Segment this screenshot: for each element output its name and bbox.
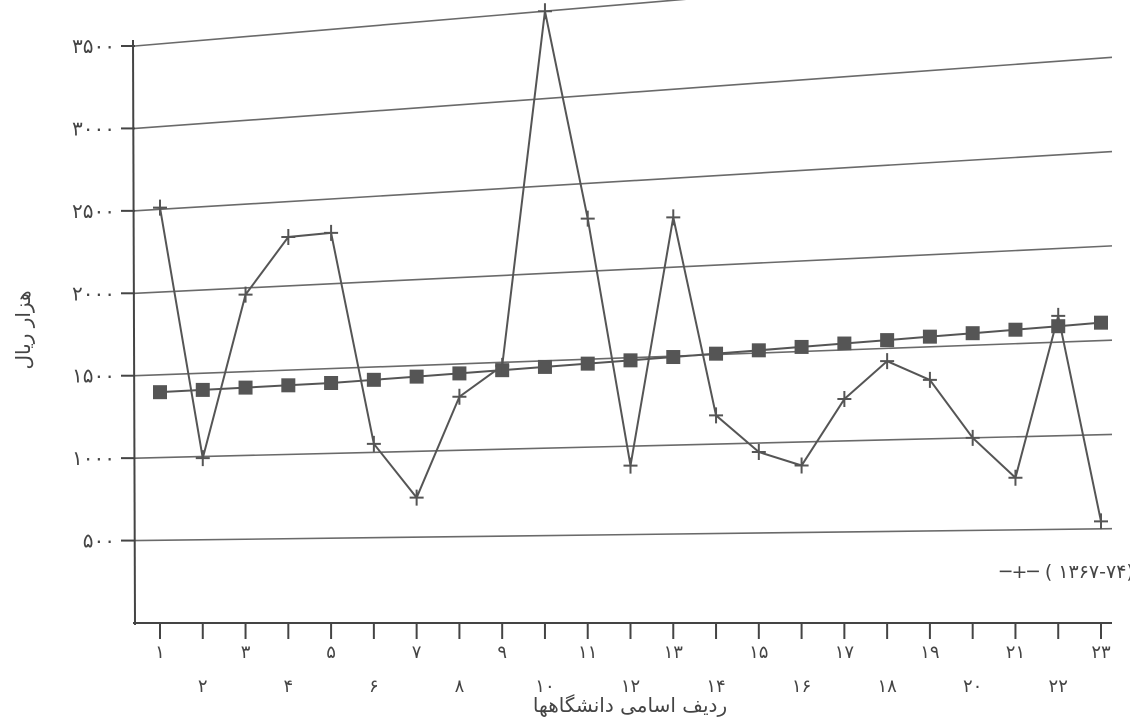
x-tick-label: ۱۰ [535,676,554,697]
x-axis-label: ردیف اسامی دانشگاهها [533,693,727,717]
plus-marker [495,357,510,374]
x-tick-label: ۲۰ [963,676,982,697]
grid-line [134,527,1113,542]
plus-marker [537,3,552,20]
square-marker [666,350,681,365]
plus-marker [1008,469,1023,486]
plus-marker [195,450,210,467]
square-marker [751,343,766,358]
plus-marker [1051,307,1066,324]
plus-marker [837,391,852,408]
square-marker [1094,315,1108,330]
plus-marker [366,435,381,452]
x-tick-label: ۴ [283,676,293,697]
x-tick-label: ۱۸ [877,676,897,697]
legend-box [335,548,1015,593]
x-tick-label: ۱۱ [578,642,597,663]
square-marker [709,346,724,361]
x-tick-label: ۱۹ [920,642,939,663]
series-line [159,10,1102,522]
plus-marker [794,457,809,474]
grid-lines [121,0,1113,542]
x-tick-label: ۱۶ [792,676,811,697]
plus-marker [922,371,937,388]
square-marker [580,356,595,371]
x-tick-label: ۳ [241,642,251,663]
square-marker [153,385,167,400]
square-marker [1008,322,1023,337]
x-tick-label: ۲ [198,676,208,697]
x-tick-label: ۱۵ [749,642,768,663]
plus-marker [751,444,766,461]
x-tick-label: ۸ [455,676,465,697]
y-tick-label: ۱۰۰۰ [72,446,115,470]
y-tick-label: ۵۰۰ [83,529,115,553]
x-tick-label: ۷ [412,642,422,663]
legend: متوسط برنامه آموزشی ─■─ متوسط (۷۴-۱۳۶۷ )… [335,548,1130,593]
plus-marker [880,353,895,370]
square-marker [324,375,339,390]
plus-marker [409,489,424,506]
x-tick-label: ۱ [155,642,165,663]
x-tick-label: ۱۴ [706,676,725,697]
plus-marker [452,388,467,405]
square-marker [965,326,980,341]
y-tick-label: ۲۰۰۰ [72,281,115,305]
square-marker [537,359,552,374]
plus-marker [238,286,253,303]
plus-marker [709,407,724,424]
series-lines [159,10,1102,522]
y-tick-labels: ۵۰۰ ۱۰۰۰ ۱۵۰۰ ۲۰۰۰ ۲۵۰۰ ۳۰۰۰ ۳۵۰۰ [72,34,115,553]
x-tick-label: ۱۷ [835,642,855,663]
square-marker [366,372,381,387]
x-tick-label: ۱۲ [621,676,640,697]
x-tick-label: ۲۲ [1049,676,1068,697]
grid-line [134,433,1113,459]
plus-marker [153,199,167,216]
square-marker [794,339,809,354]
grid-line [134,0,687,47]
series-markers [153,3,1108,530]
square-marker [623,353,638,368]
plus-marker [324,224,339,241]
x-tick-label: ۲۱ [1006,642,1025,663]
plus-marker [580,210,595,227]
plus-marker [666,209,681,226]
legend-text: متوسط برنامه آموزشی ─■─ متوسط (۷۴-۱۳۶۷ )… [999,559,1130,583]
axes [132,39,1112,626]
square-marker [452,366,467,381]
plus-marker [965,429,980,446]
square-marker [195,382,210,397]
grid-line [134,150,1113,212]
y-tick-label: ۳۵۰۰ [72,34,115,58]
x-tick-label: ۵ [326,642,336,663]
x-tick-label: ۹ [497,642,507,663]
x-tick-label: ۶ [369,676,379,697]
x-tick-label: ۲۳ [1091,642,1111,663]
square-marker [238,380,253,395]
square-marker [409,369,424,384]
x-tick-label: ۱۳ [664,642,684,663]
y-tick-label: ۲۵۰۰ [72,199,115,223]
square-marker [922,329,937,344]
square-marker [1051,319,1066,334]
y-axis-line [132,39,136,626]
plus-marker [281,228,296,245]
y-tick-label: ۳۰۰۰ [72,116,115,140]
square-marker [837,336,852,351]
y-axis-label: هزار ریال [11,290,35,369]
plus-marker [623,457,638,474]
square-marker [880,333,895,348]
plus-marker [1094,513,1108,530]
y-tick-label: ۱۵۰۰ [72,364,115,388]
grid-line [134,245,1113,295]
grid-line [134,56,1113,130]
square-marker [281,378,296,393]
